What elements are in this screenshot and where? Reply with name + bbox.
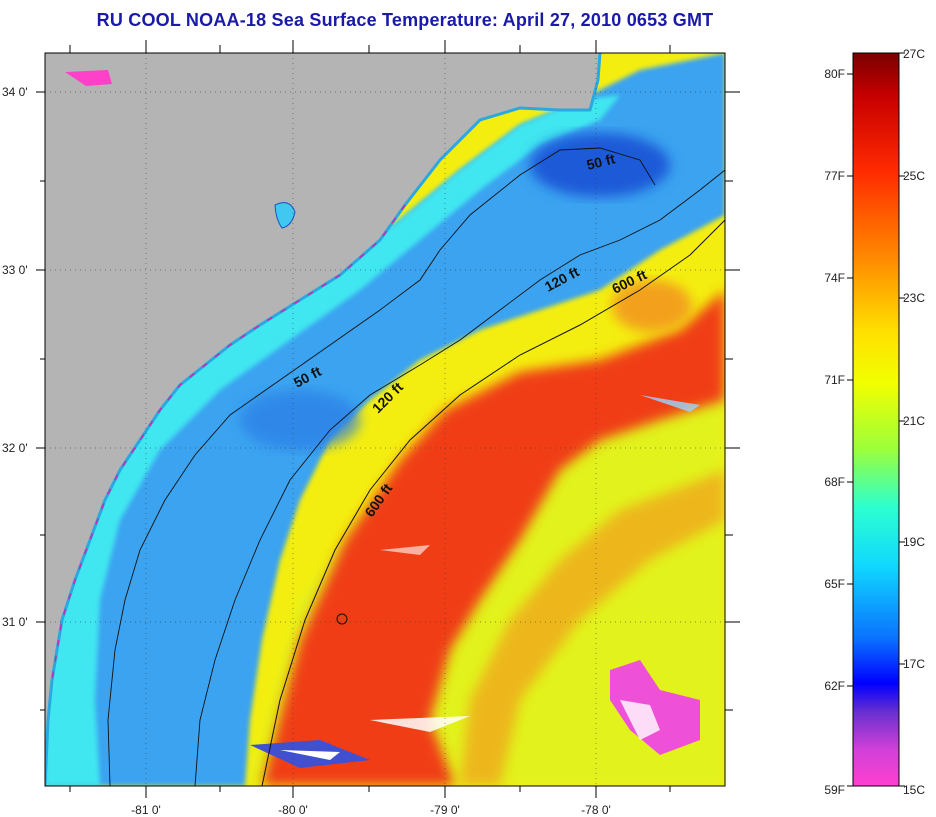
cb-c-23: 23C — [903, 291, 925, 305]
lon-label-80: -80 0' — [278, 803, 308, 817]
lon-label-81: -81 0' — [131, 803, 161, 817]
cb-f-74: 74F — [824, 271, 845, 285]
cb-c-21: 21C — [903, 414, 925, 428]
nearshore-cyan-water — [45, 95, 620, 786]
lat-label-31: 31 0' — [2, 615, 28, 629]
lon-label-78: -78 0' — [581, 803, 611, 817]
map-panel: 50 ft 120 ft 600 ft 50 ft 120 ft 600 ft — [45, 53, 725, 786]
contour-ring — [336, 613, 348, 625]
cb-c-15: 15C — [903, 783, 925, 797]
lat-label-34: 34 0' — [2, 85, 28, 99]
label-50ft-north: 50 ft — [585, 150, 617, 173]
contour-600ft — [261, 219, 725, 786]
cb-c-19: 19C — [903, 535, 925, 549]
warm-eddy — [612, 280, 692, 332]
lon-label-79: -79 0' — [430, 803, 460, 817]
shelf-cold-water — [45, 53, 725, 786]
cb-c-27: 27C — [903, 47, 925, 61]
cb-c-25: 25C — [903, 169, 925, 183]
cb-f-62: 62F — [824, 679, 845, 693]
cb-f-71: 71F — [824, 373, 845, 387]
lake-small — [65, 70, 112, 86]
cold-pocket-north — [530, 133, 670, 197]
gulf-stream-orange-edge — [460, 470, 725, 786]
land-mass — [45, 53, 600, 786]
map-title: RU COOL NOAA-18 Sea Surface Temperature:… — [96, 10, 714, 30]
coast-magenta-fringe — [51, 204, 406, 681]
cb-f-59: 59F — [824, 783, 845, 797]
lat-label-32: 32 0' — [2, 441, 28, 455]
axis-ticks — [36, 40, 740, 798]
colorbar-ticks — [847, 52, 905, 787]
cb-c-17: 17C — [903, 657, 925, 671]
lake — [274, 202, 296, 229]
cb-f-68: 68F — [824, 475, 845, 489]
colorbar: 80F 77F 74F 71F 68F 65F 62F 59F 27C 25C … — [824, 47, 925, 797]
cold-pocket-mid — [240, 390, 360, 450]
gulf-stream-region — [262, 290, 725, 786]
map-grid — [45, 53, 725, 786]
cb-f-80: 80F — [824, 67, 845, 81]
cb-f-65: 65F — [824, 577, 845, 591]
colorbar-gradient — [852, 52, 900, 787]
contour-50ft — [107, 147, 656, 786]
cloud-patches — [250, 395, 700, 768]
cb-f-77: 77F — [824, 169, 845, 183]
map-frame — [44, 52, 726, 787]
lat-label-33: 33 0' — [2, 263, 28, 277]
contour-120ft — [194, 169, 725, 786]
